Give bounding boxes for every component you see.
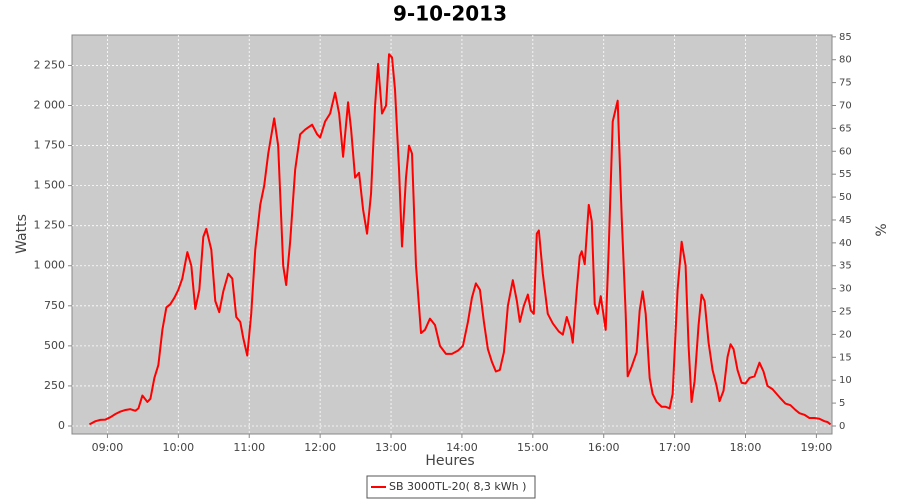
y2-tick-label: 75: [839, 78, 852, 89]
y-tick-label: 1 250: [34, 219, 66, 232]
y-tick-label: 2 250: [34, 58, 66, 71]
y2-tick-label: 10: [839, 375, 852, 386]
plot-area: [71, 34, 833, 435]
x-tick-label: 17:00: [659, 441, 691, 454]
x-tick-label: 16:00: [588, 441, 620, 454]
y-axis-label: Watts: [14, 214, 30, 254]
y-tick-label: 1 750: [34, 139, 66, 152]
y2-tick-label: 55: [839, 169, 852, 180]
x-axis-label: Heures: [425, 453, 474, 469]
y2-tick-label: 20: [839, 329, 852, 340]
x-tick-label: 19:00: [801, 441, 833, 454]
x-tick-label: 14:00: [446, 441, 478, 454]
y2-tick-label: 0: [839, 421, 845, 432]
y-tick-label: 0: [58, 419, 65, 432]
x-tick-label: 13:00: [375, 441, 407, 454]
y2-tick-label: 65: [839, 123, 852, 134]
y2-tick-label: 40: [839, 238, 852, 249]
y2-tick-label: 85: [839, 32, 852, 43]
y2-tick-label: 70: [839, 101, 852, 112]
chart-title: 9-10-2013: [393, 2, 507, 26]
x-tick-label: 12:00: [304, 441, 336, 454]
legend-label: SB 3000TL-20( 8,3 kWh ): [389, 480, 526, 493]
x-tick-label: 18:00: [730, 441, 762, 454]
y-tick-label: 1 500: [34, 179, 66, 192]
x-tick-label: 10:00: [162, 441, 194, 454]
y-tick-label: 500: [44, 339, 65, 352]
y2-tick-label: 25: [839, 307, 852, 318]
y2-tick-label: 50: [839, 192, 852, 203]
x-tick-label: 09:00: [92, 441, 124, 454]
y2-tick-label: 45: [839, 215, 852, 226]
y-tick-label: 2 000: [34, 99, 66, 112]
x-tick-label: 11:00: [233, 441, 265, 454]
legend: [366, 475, 536, 499]
y2-tick-label: 35: [839, 261, 852, 272]
y-tick-label: 250: [44, 379, 65, 392]
y2-tick-label: 60: [839, 146, 852, 157]
y2-tick-label: 5: [839, 398, 845, 409]
y2-tick-label: 15: [839, 352, 852, 363]
data-line: [88, 53, 832, 426]
y2-tick-label: 30: [839, 284, 852, 295]
y2-axis-label: %: [874, 223, 890, 236]
y2-tick-label: 80: [839, 55, 852, 66]
y-tick-label: 1 000: [34, 259, 66, 272]
x-tick-label: 15:00: [517, 441, 549, 454]
y-tick-label: 750: [44, 299, 65, 312]
